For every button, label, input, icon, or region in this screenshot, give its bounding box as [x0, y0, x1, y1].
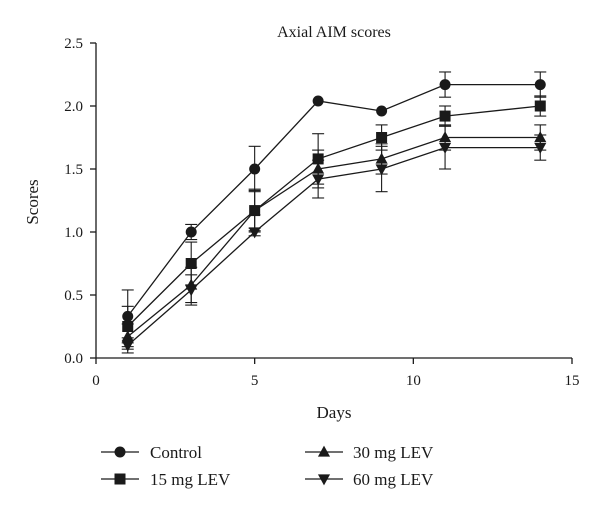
data-point: [248, 227, 261, 239]
y-tick-label: 0.5: [64, 288, 83, 304]
data-point: [534, 100, 546, 112]
data-point: [439, 142, 452, 154]
data-point: [312, 95, 324, 107]
x-tick-label: 10: [406, 373, 421, 389]
legend-item-15-mg-lev: 15 mg LEV: [101, 470, 231, 489]
data-point: [185, 226, 197, 238]
legend-label: 30 mg LEV: [353, 443, 434, 462]
legend-marker: [317, 445, 331, 457]
legend: Control 15 mg LEV 30 mg LEV 60 mg LEV: [101, 443, 434, 489]
legend-item-30-mg-lev: 30 mg LEV: [305, 443, 434, 462]
data-point: [312, 174, 325, 186]
x-axis-title: Days: [317, 403, 352, 422]
legend-marker: [114, 473, 126, 485]
data-point: [534, 142, 547, 154]
series-60-mg-lev: [121, 125, 547, 354]
legend-label: 15 mg LEV: [150, 470, 231, 489]
y-tick-label: 2.0: [64, 99, 83, 115]
data-point: [375, 164, 388, 176]
series-layer: [121, 71, 547, 354]
series-30-mg-lev: [121, 124, 547, 350]
legend-item-control: Control: [101, 443, 202, 462]
data-point: [249, 163, 261, 175]
data-point: [376, 105, 388, 117]
series-line: [127, 105, 541, 327]
legend-marker: [317, 474, 331, 486]
legend-label: Control: [150, 443, 202, 462]
legend-label: 60 mg LEV: [353, 470, 434, 489]
data-point: [185, 285, 198, 297]
y-axis-title: Scores: [23, 179, 42, 224]
series-15-mg-lev: [121, 95, 547, 348]
data-point: [121, 330, 134, 342]
data-point: [439, 79, 451, 91]
y-tick-label: 0.0: [64, 351, 83, 367]
data-point: [248, 204, 261, 216]
axes: 0 5 10 15 0.0 0.5 1.0 1.5 2.0 2.5: [64, 36, 579, 389]
x-tick-label: 5: [251, 373, 259, 389]
chart-title: Axial AIM scores: [277, 24, 391, 41]
data-point: [534, 79, 546, 91]
y-tick-label: 2.5: [64, 36, 83, 52]
y-tick-label: 1.0: [64, 225, 83, 241]
x-tick-label: 0: [92, 373, 100, 389]
series-line: [127, 146, 541, 346]
data-point: [185, 258, 197, 269]
data-point: [439, 110, 451, 122]
y-tick-label: 1.5: [64, 162, 83, 178]
data-point: [376, 132, 388, 143]
legend-item-60-mg-lev: 60 mg LEV: [305, 470, 434, 489]
data-point: [121, 340, 134, 352]
legend-marker: [114, 446, 126, 458]
x-tick-label: 15: [565, 373, 580, 389]
